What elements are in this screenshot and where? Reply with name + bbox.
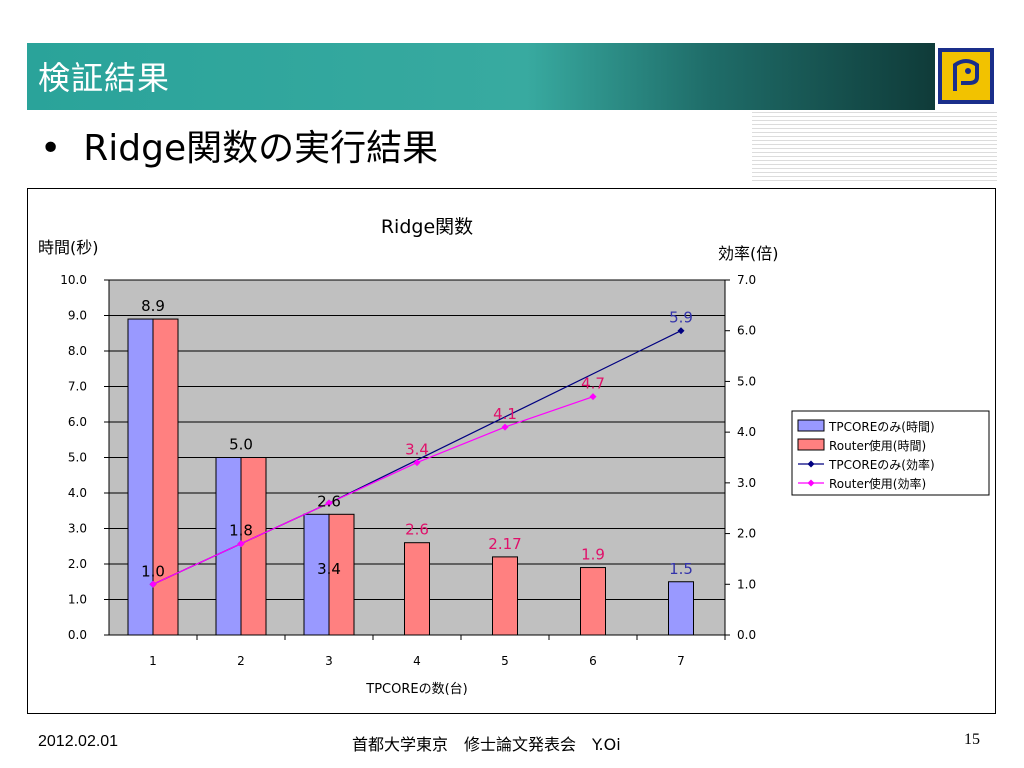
data-label: 5.9 bbox=[669, 309, 693, 327]
x-tick-label: 4 bbox=[413, 654, 421, 668]
data-label: 1.8 bbox=[229, 522, 253, 540]
chart-frame: 0.0 1.0 2.0 3.0 4.0 5.0 6.0 7.0 8.0 9.0 10.0 0.0 1.0… bbox=[27, 188, 996, 714]
y-right-tick-label: 1.0 bbox=[737, 577, 756, 591]
legend-label: TPCOREのみ(効率) bbox=[828, 457, 935, 472]
y-right-tick-label: 6.0 bbox=[737, 324, 756, 338]
data-label: 1.9 bbox=[581, 546, 605, 564]
chart-title: Ridge関数 bbox=[381, 216, 473, 238]
bar-router-time bbox=[492, 556, 518, 636]
y-left-tick-label: 4.0 bbox=[68, 486, 87, 500]
line-router-efficiency-marker bbox=[501, 423, 509, 431]
y-right-tick-label: 7.0 bbox=[737, 273, 756, 287]
y-right-tick-label: 3.0 bbox=[737, 476, 756, 490]
bar-router-time bbox=[404, 542, 430, 636]
y-right-axis-title: 効率(倍) bbox=[718, 244, 779, 263]
line-router-efficiency-marker bbox=[325, 499, 333, 507]
y-left-tick-label: 6.0 bbox=[68, 415, 87, 429]
y-right-tick-label: 0.0 bbox=[737, 628, 756, 642]
x-tick-label: 7 bbox=[677, 654, 685, 668]
page-number: 15 bbox=[964, 731, 980, 748]
line-router-efficiency-marker bbox=[149, 580, 157, 588]
legend-swatch bbox=[797, 438, 825, 451]
bar-tpcore-time bbox=[127, 318, 154, 636]
data-label: 5.0 bbox=[229, 436, 253, 454]
bar-router-time bbox=[152, 318, 179, 636]
data-label: 2.17 bbox=[488, 535, 521, 553]
title-bar bbox=[27, 43, 935, 110]
x-tick-label: 6 bbox=[589, 654, 597, 668]
y-left-tick-label: 9.0 bbox=[68, 309, 87, 323]
decorative-stripes bbox=[752, 112, 997, 184]
bullet-marker: • bbox=[40, 128, 62, 169]
y-left-tick-label: 1.0 bbox=[68, 593, 87, 607]
legend-marker bbox=[807, 479, 815, 487]
x-axis-title: TPCOREの数(台) bbox=[365, 682, 467, 697]
data-label: 2.6 bbox=[405, 521, 429, 539]
data-label: 3.4 bbox=[405, 441, 429, 459]
x-tick-label: 2 bbox=[237, 654, 245, 668]
data-label: 1.0 bbox=[141, 562, 165, 580]
legend-marker bbox=[807, 460, 815, 468]
footer-date: 2012.02.01 bbox=[38, 733, 119, 750]
footer-presentation: 首都大学東京 修士論文発表会 Y.Oi bbox=[352, 735, 621, 754]
legend-box bbox=[791, 410, 990, 496]
data-label: 3.4 bbox=[317, 560, 341, 578]
legend-label: Router使用(時間) bbox=[829, 438, 926, 453]
line-tpcore-efficiency-marker bbox=[677, 327, 685, 335]
bar-router-time bbox=[328, 513, 355, 636]
bullet-text: Ridge関数の実行結果 bbox=[83, 128, 439, 169]
y-left-tick-label: 0.0 bbox=[68, 628, 87, 642]
legend-swatch bbox=[797, 419, 825, 432]
line-router-efficiency-marker bbox=[237, 540, 245, 548]
bar-router-time bbox=[240, 457, 267, 636]
y-left-tick-label: 10.0 bbox=[60, 273, 87, 287]
y-left-tick-label: 8.0 bbox=[68, 344, 87, 358]
data-label: 4.7 bbox=[581, 375, 605, 393]
data-label: 2.6 bbox=[317, 492, 341, 510]
data-label: 8.9 bbox=[141, 297, 165, 315]
data-label: 1.5 bbox=[669, 560, 693, 578]
y-left-tick-label: 3.0 bbox=[68, 522, 87, 536]
bar-router-time bbox=[580, 567, 606, 636]
y-right-tick-label: 2.0 bbox=[737, 527, 756, 541]
bar-tpcore-time bbox=[215, 457, 242, 636]
line-router-efficiency bbox=[152, 396, 594, 585]
bullet-item: • Ridge関数の実行結果 bbox=[40, 119, 438, 171]
line-router-efficiency-marker bbox=[413, 459, 421, 467]
y-left-tick-label: 2.0 bbox=[68, 557, 87, 571]
bar-tpcore-time bbox=[668, 581, 694, 636]
logo-icon bbox=[938, 48, 994, 104]
y-left-axis-title: 時間(秒) bbox=[38, 238, 99, 257]
x-tick-label: 5 bbox=[501, 654, 509, 668]
legend-label: Router使用(効率) bbox=[829, 476, 926, 491]
x-tick-label: 1 bbox=[149, 654, 157, 668]
y-right-tick-label: 4.0 bbox=[737, 425, 756, 439]
legend-label: TPCOREのみ(時間) bbox=[828, 420, 935, 434]
x-tick-label: 3 bbox=[325, 654, 333, 668]
line-router-efficiency-marker bbox=[589, 393, 597, 401]
ridge-chart: 0.0 1.0 2.0 3.0 4.0 5.0 6.0 7.0 8.0 9.0 10.0 0.0 1.0… bbox=[38, 216, 990, 697]
data-label: 4.1 bbox=[493, 405, 517, 423]
y-left-tick-label: 7.0 bbox=[68, 380, 87, 394]
y-left-tick-label: 5.0 bbox=[68, 451, 87, 465]
y-right-tick-label: 5.0 bbox=[737, 374, 756, 388]
university-logo bbox=[935, 43, 997, 110]
slide-title: 検証結果 bbox=[38, 59, 171, 97]
